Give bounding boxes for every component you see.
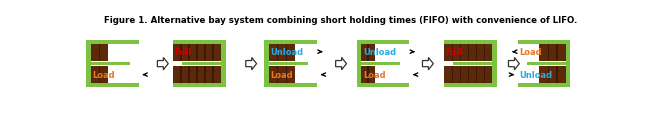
Bar [277, 66, 278, 83]
Bar [205, 66, 206, 83]
Bar [197, 66, 198, 83]
Bar [205, 45, 206, 62]
Bar [518, 83, 570, 88]
Bar [483, 45, 485, 62]
Bar [527, 62, 570, 66]
Bar [91, 45, 108, 62]
Bar [492, 40, 497, 88]
Bar [556, 45, 558, 62]
Bar [483, 66, 485, 83]
Text: Full: Full [175, 48, 192, 57]
Bar [264, 62, 307, 66]
Bar [566, 40, 570, 88]
Bar [86, 40, 139, 45]
Bar [197, 45, 198, 62]
Text: Unload: Unload [363, 48, 396, 57]
Bar [444, 40, 497, 45]
Bar [173, 66, 221, 83]
Bar [264, 40, 317, 45]
Bar [444, 83, 497, 88]
Bar [556, 66, 558, 83]
Bar [475, 66, 477, 83]
Bar [286, 45, 288, 62]
Polygon shape [246, 58, 256, 70]
Bar [91, 66, 108, 83]
Bar [98, 45, 100, 62]
Text: Load: Load [92, 70, 115, 79]
Bar [98, 66, 100, 83]
Bar [357, 40, 409, 45]
Bar [518, 40, 570, 45]
Bar [467, 66, 469, 83]
Bar [277, 45, 278, 62]
Bar [475, 45, 477, 62]
Bar [367, 66, 369, 83]
Bar [539, 66, 566, 83]
Bar [264, 40, 269, 88]
Bar [444, 45, 492, 62]
Bar [212, 66, 214, 83]
Text: Load: Load [519, 48, 542, 57]
Polygon shape [422, 58, 434, 70]
Bar [286, 66, 288, 83]
Bar [264, 83, 317, 88]
Bar [454, 62, 497, 66]
Bar [269, 66, 295, 83]
Bar [452, 45, 453, 62]
Bar [548, 45, 549, 62]
Bar [459, 45, 461, 62]
Bar [361, 45, 374, 62]
Bar [361, 66, 374, 83]
Bar [357, 62, 400, 66]
Bar [357, 83, 409, 88]
Text: Figure 1. Alternative bay system combining short holding times (FIFO) with conve: Figure 1. Alternative bay system combini… [104, 16, 577, 25]
Text: Load: Load [363, 70, 385, 79]
Bar [173, 40, 226, 45]
Bar [86, 83, 139, 88]
Bar [182, 62, 226, 66]
Bar [269, 45, 295, 62]
Bar [173, 83, 226, 88]
Bar [86, 40, 91, 88]
Bar [539, 45, 566, 62]
Polygon shape [509, 58, 519, 70]
Text: Load: Load [270, 70, 293, 79]
Bar [444, 66, 492, 83]
Text: Unload: Unload [519, 70, 552, 79]
Bar [367, 45, 369, 62]
Polygon shape [335, 58, 347, 70]
Bar [452, 66, 453, 83]
Bar [212, 45, 214, 62]
Bar [459, 66, 461, 83]
Bar [467, 45, 469, 62]
Bar [357, 40, 361, 88]
Text: Unload: Unload [270, 48, 303, 57]
Text: Full: Full [446, 48, 463, 57]
Polygon shape [157, 58, 168, 70]
Bar [173, 45, 221, 62]
Bar [548, 66, 549, 83]
Bar [221, 40, 226, 88]
Bar [86, 62, 129, 66]
